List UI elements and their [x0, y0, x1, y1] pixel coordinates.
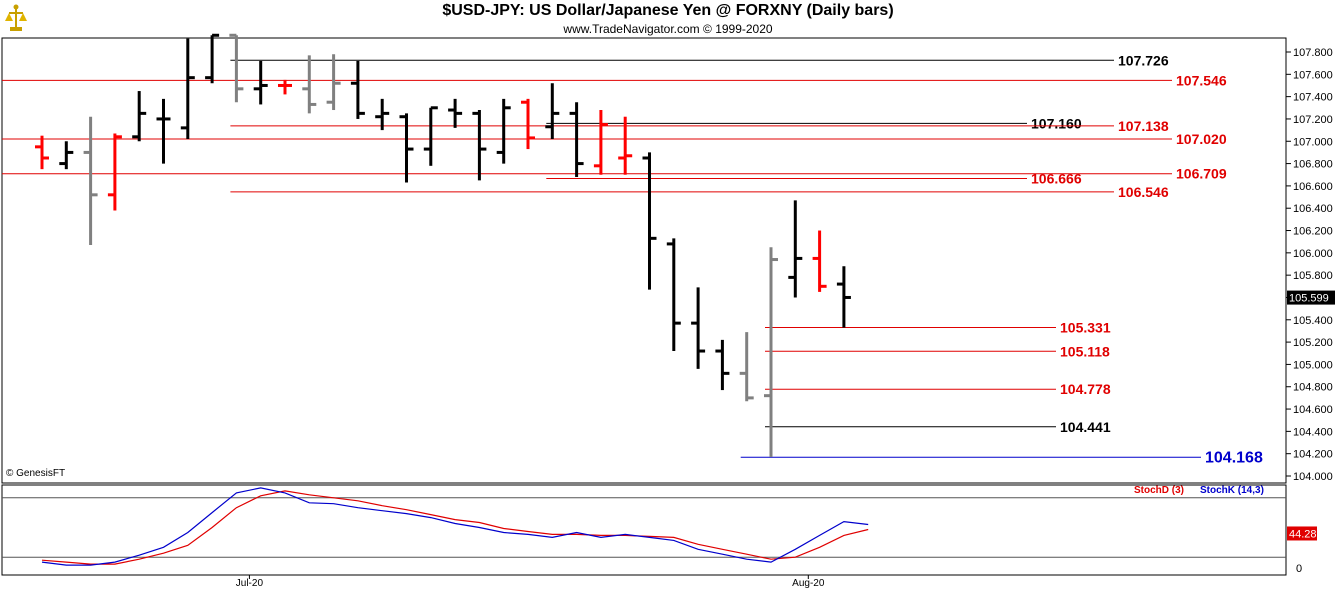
ohlc-bar — [156, 98, 171, 164]
level-label: 104.778 — [1060, 381, 1111, 397]
level-label: 107.546 — [1176, 72, 1227, 88]
ohlc-bar — [569, 102, 584, 177]
stochastic-panel: StochD (3) StochK (14,3) 44.28 0 — [2, 485, 1317, 575]
ohlc-bar — [132, 91, 147, 142]
x-tick-label: Aug-20 — [792, 578, 825, 589]
last-price-label: 105.599 — [1289, 293, 1329, 305]
date-axis: Jul-20 Aug-20 — [236, 575, 825, 589]
y-tick-label: 107.400 — [1293, 92, 1333, 104]
stochastic-panel-border — [1, 484, 1287, 576]
y-tick-label: 104.200 — [1293, 449, 1333, 461]
level-label: 104.441 — [1060, 419, 1111, 435]
y-tick-label: 105.400 — [1293, 315, 1333, 327]
ohlc-bar — [691, 287, 706, 369]
y-tick-label: 105.200 — [1293, 337, 1333, 349]
ohlc-bar — [642, 152, 657, 290]
stoch-last-value-box — [1287, 526, 1317, 541]
stoch-d-line — [41, 490, 869, 565]
stoch-k-legend: StochK (14,3) — [1200, 485, 1264, 496]
ohlc-bar — [666, 238, 681, 352]
level-label: 106.666 — [1031, 171, 1082, 187]
chart-header: $USD-JPY: US Dollar/Japanese Yen @ FORXN… — [0, 0, 1336, 38]
level-label: 106.709 — [1176, 166, 1227, 182]
y-tick-label: 104.800 — [1293, 382, 1333, 394]
ohlc-bar — [59, 141, 74, 170]
stoch-last-value: 44.28 — [1289, 528, 1317, 540]
ohlc-bar — [739, 332, 754, 402]
y-tick-label: 104.400 — [1293, 426, 1333, 438]
y-tick-label: 105.800 — [1293, 270, 1333, 282]
chart-title: $USD-JPY: US Dollar/Japanese Yen @ FORXN… — [442, 2, 894, 19]
ohlc-bar — [836, 266, 851, 328]
ohlc-bar — [812, 230, 827, 292]
ohlc-bar — [302, 55, 317, 114]
stoch-k-line — [41, 487, 869, 566]
stoch-axis-zero: 0 — [1296, 563, 1302, 575]
ohlc-bar — [448, 98, 463, 128]
chart-subtitle: www.TradeNavigator.com © 1999-2020 — [563, 22, 773, 36]
y-tick-label: 106.600 — [1293, 181, 1333, 193]
stoch-d-legend: StochD (3) — [1134, 485, 1184, 496]
y-tick-label: 107.200 — [1293, 114, 1333, 126]
level-label: 107.160 — [1031, 115, 1082, 131]
ohlc-bar — [521, 98, 535, 150]
ohlc-bar — [253, 60, 268, 105]
y-tick-label: 106.400 — [1293, 203, 1333, 215]
price-panel-border — [1, 37, 1287, 484]
level-label: 106.546 — [1118, 184, 1169, 200]
support-resistance-levels: 107.726 107.546 107.160 107.138 107.020 106.7… — [2, 52, 1263, 466]
ohlc-bars — [35, 33, 851, 458]
y-tick-label: 104.000 — [1293, 471, 1333, 483]
y-tick-label: 106.800 — [1293, 159, 1333, 171]
y-tick-label: 107.600 — [1293, 69, 1333, 81]
ohlc-bar — [593, 110, 608, 175]
price-axis: 107.800 107.600 107.400 107.200 107.000 106.8… — [1286, 47, 1335, 483]
ohlc-bar — [496, 98, 511, 164]
ohlc-bar — [618, 116, 633, 175]
ohlc-bar — [83, 116, 98, 246]
y-tick-label: 106.200 — [1293, 226, 1333, 238]
ohlc-bar — [715, 339, 730, 391]
ohlc-bar — [764, 247, 778, 458]
y-tick-label: 104.600 — [1293, 404, 1333, 416]
chart-frame — [1, 37, 1287, 576]
level-label: 107.020 — [1176, 131, 1227, 147]
ohlc-bar — [423, 106, 438, 166]
trade-navigator-logo-icon — [5, 4, 27, 31]
level-label: 107.138 — [1118, 118, 1169, 134]
copyright-label: © GenesisFT — [6, 468, 66, 479]
last-price-box — [1287, 290, 1335, 305]
level-label: 107.726 — [1118, 52, 1169, 68]
ohlc-bar — [180, 38, 195, 140]
ohlc-bar — [399, 113, 414, 183]
level-label: 105.331 — [1060, 319, 1111, 335]
ohlc-bar — [375, 98, 390, 131]
ohlc-bar — [107, 133, 122, 211]
ohlc-bar — [350, 60, 365, 119]
ohlc-bar — [472, 110, 487, 181]
y-tick-label: 107.800 — [1293, 47, 1333, 59]
level-label: 104.168 — [1205, 449, 1263, 466]
ohlc-bar — [229, 33, 244, 103]
ohlc-bar — [788, 200, 803, 298]
level-label: 105.118 — [1060, 343, 1110, 359]
y-tick-label: 105.000 — [1293, 359, 1333, 371]
ohlc-bar — [205, 33, 220, 84]
ohlc-bar — [326, 54, 341, 111]
ohlc-bar — [35, 135, 49, 170]
y-tick-label: 107.000 — [1293, 136, 1333, 148]
x-tick-label: Jul-20 — [236, 578, 264, 589]
ohlc-bar — [545, 83, 560, 140]
ohlc-bar — [278, 79, 292, 95]
y-tick-label: 106.000 — [1293, 248, 1333, 260]
